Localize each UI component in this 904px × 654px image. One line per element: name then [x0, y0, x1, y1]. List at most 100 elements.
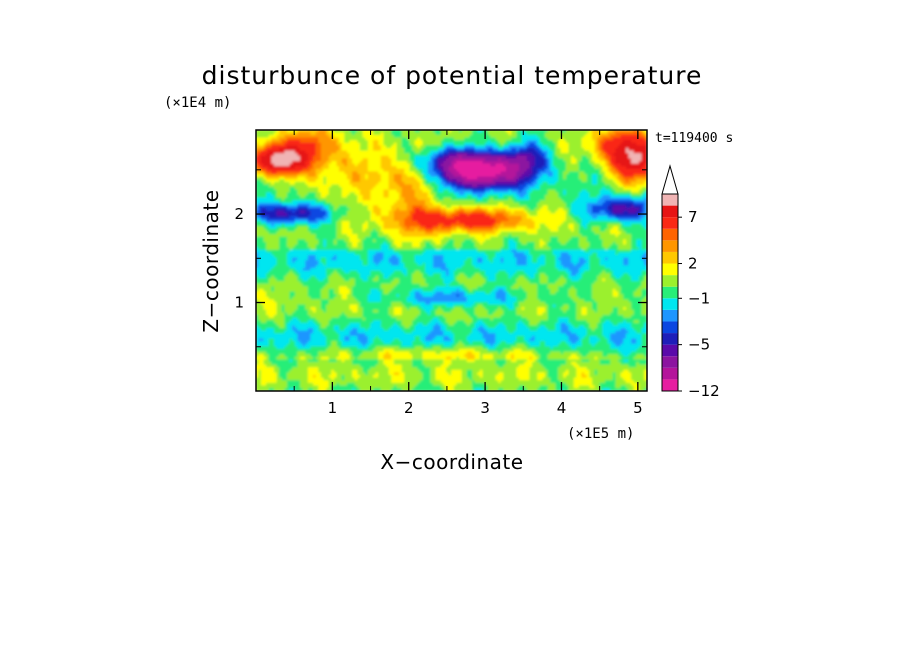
field-cell	[607, 155, 611, 160]
field-cell	[292, 163, 296, 167]
field-cell	[354, 187, 358, 191]
field-cell	[542, 140, 546, 144]
field-cell	[503, 161, 507, 165]
field-cell	[513, 132, 517, 136]
field-cell	[589, 163, 593, 167]
field-cell	[503, 130, 507, 133]
field-cell	[526, 179, 530, 183]
field-cell	[440, 176, 444, 180]
field-cell	[297, 158, 301, 162]
field-cell	[469, 192, 473, 196]
field-cell	[419, 163, 424, 167]
field-cell	[466, 147, 471, 152]
field-cell	[589, 174, 593, 178]
field-cell	[560, 150, 564, 154]
field-cell	[341, 140, 345, 144]
field-cell	[333, 174, 338, 178]
field-cell	[505, 176, 510, 180]
field-cell	[414, 192, 418, 196]
field-cell	[328, 189, 332, 193]
field-cell	[443, 161, 447, 165]
field-cell	[539, 187, 544, 191]
field-cell	[346, 168, 351, 173]
field-cell	[500, 189, 504, 193]
field-cell	[412, 192, 416, 196]
field-cell	[404, 176, 408, 180]
field-cell	[589, 179, 593, 183]
field-cell	[532, 163, 536, 167]
field-cell	[378, 163, 382, 167]
field-cell	[260, 150, 265, 154]
field-cell	[292, 140, 296, 144]
field-cell	[349, 140, 353, 144]
field-cell	[542, 155, 546, 160]
field-cell	[534, 163, 538, 167]
field-cell	[607, 192, 611, 196]
field-cell	[607, 184, 611, 188]
field-cell	[271, 194, 275, 199]
field-cell	[498, 166, 502, 170]
field-cell	[552, 176, 557, 180]
field-cell	[550, 150, 554, 154]
field-cell	[505, 134, 510, 139]
field-cell	[498, 174, 502, 178]
field-cell	[479, 132, 484, 136]
field-cell	[328, 181, 332, 186]
field-cell	[508, 166, 512, 170]
field-cell	[542, 189, 546, 193]
field-cell	[378, 168, 382, 173]
field-cell	[399, 147, 403, 152]
field-cell	[479, 179, 484, 183]
field-cell	[448, 134, 452, 139]
field-cell	[620, 189, 624, 193]
field-cell	[300, 166, 304, 170]
field-cell	[365, 140, 369, 144]
field-cell	[422, 194, 426, 199]
field-cell	[260, 145, 265, 149]
field-cell	[485, 189, 489, 193]
field-cell	[409, 176, 413, 180]
field-cell	[604, 153, 609, 157]
field-cell	[511, 168, 515, 173]
field-cell	[477, 132, 481, 136]
field-cell	[500, 166, 504, 170]
field-cell	[495, 155, 499, 160]
field-cell	[485, 174, 489, 178]
field-cell	[552, 189, 557, 193]
field-cell	[459, 158, 463, 162]
field-cell	[328, 187, 332, 191]
field-cell	[633, 184, 637, 188]
field-cell	[409, 168, 413, 173]
field-cell	[620, 147, 624, 152]
field-cell	[380, 166, 385, 170]
field-cell	[503, 155, 507, 160]
field-cell	[537, 150, 541, 154]
field-cell	[571, 189, 575, 193]
field-cell	[644, 163, 647, 167]
field-cell	[459, 163, 463, 167]
field-cell	[594, 166, 598, 170]
field-cell	[498, 134, 502, 139]
field-cell	[641, 150, 645, 154]
field-cell	[399, 150, 403, 154]
field-cell	[373, 137, 377, 141]
field-cell	[534, 171, 538, 175]
field-cell	[477, 147, 481, 152]
field-cell	[568, 147, 572, 152]
field-cell	[307, 168, 312, 173]
field-cell	[391, 153, 395, 157]
field-cell	[518, 155, 523, 160]
field-cell	[610, 130, 614, 133]
field-cell	[432, 161, 437, 165]
field-cell	[469, 166, 473, 170]
field-cell	[318, 176, 322, 180]
field-cell	[286, 130, 291, 133]
field-cell	[386, 166, 390, 170]
field-cell	[359, 171, 364, 175]
field-cell	[620, 155, 624, 160]
field-cell	[391, 150, 395, 154]
field-cell	[388, 168, 392, 173]
field-cell	[263, 176, 267, 180]
field-cell	[610, 187, 614, 191]
field-cell	[445, 187, 450, 191]
